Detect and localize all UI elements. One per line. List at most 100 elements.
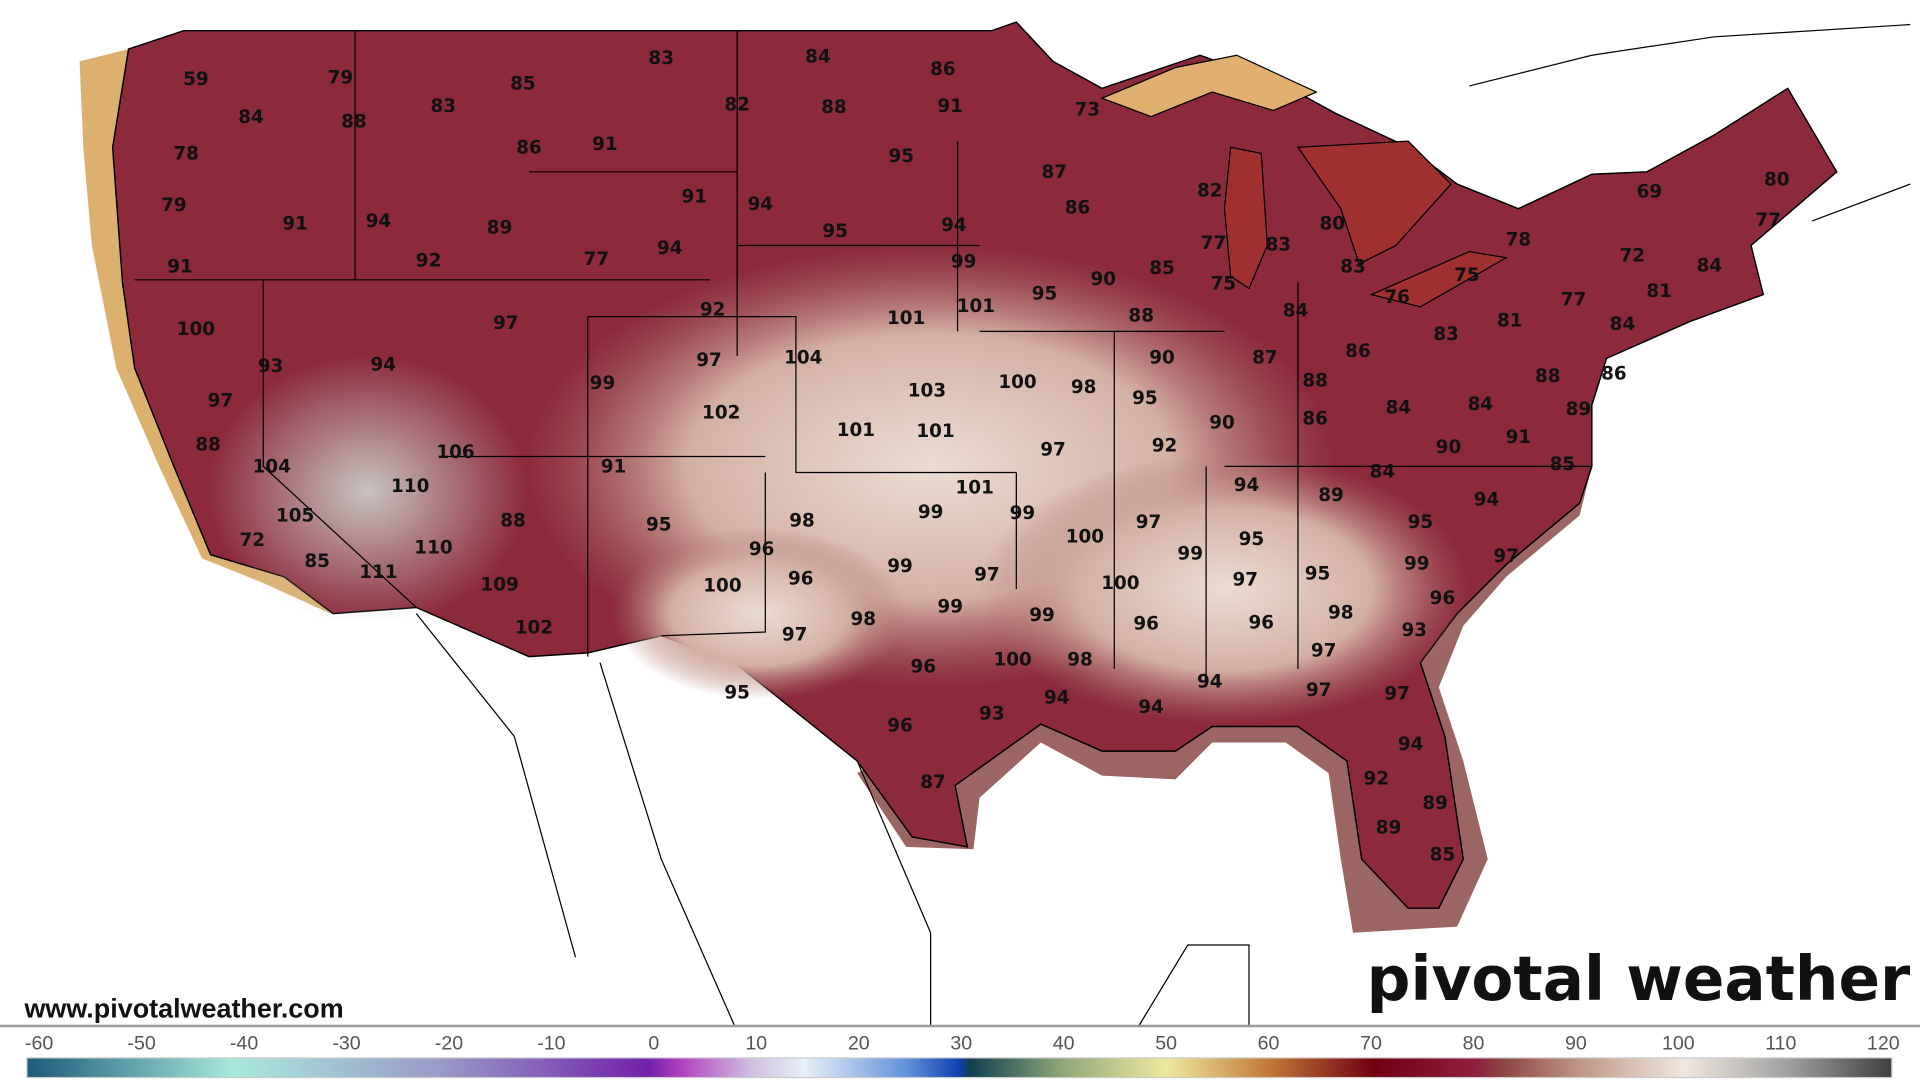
- colorbar-tick-label: 90: [1565, 1032, 1587, 1054]
- temperature-label: 99: [887, 556, 913, 577]
- temperature-label: 87: [1252, 347, 1278, 368]
- temperature-label: 93: [258, 356, 284, 377]
- temperature-label: 84: [805, 47, 831, 68]
- temperature-label: 97: [208, 390, 234, 411]
- temperature-label: 103: [908, 380, 946, 401]
- temperature-label: 94: [1197, 671, 1223, 692]
- temperature-label: 97: [1136, 512, 1162, 533]
- temperature-label: 84: [1370, 461, 1396, 482]
- temperature-label: 92: [1152, 436, 1178, 457]
- temperature-label: 99: [937, 596, 963, 617]
- temperature-label: 90: [1436, 437, 1462, 458]
- lake-huron: [1296, 140, 1452, 265]
- temperature-label: 75: [1210, 274, 1236, 295]
- temperature-label: 94: [366, 211, 392, 232]
- temperature-label: 93: [1402, 620, 1428, 641]
- temperature-label: 109: [480, 574, 518, 595]
- hot-region-texas: [612, 527, 907, 700]
- site-url[interactable]: www.pivotalweather.com: [23, 993, 343, 1023]
- temperature-label: 90: [1090, 269, 1116, 290]
- temperature-label: 89: [1318, 485, 1344, 506]
- temperature-label: 92: [416, 250, 442, 271]
- temperature-label: 97: [696, 350, 722, 371]
- colorbar-tick-label: 30: [950, 1032, 972, 1054]
- temperature-label: 72: [1619, 245, 1645, 266]
- temperature-label: 77: [1561, 290, 1587, 311]
- temperature-label: 77: [1755, 210, 1781, 231]
- hot-region-south: [979, 454, 1470, 725]
- temperature-label: 91: [601, 457, 627, 478]
- colorbar: [26, 1057, 1893, 1079]
- temperature-label: 96: [910, 657, 936, 678]
- temperature-label: 95: [1305, 563, 1331, 584]
- temperature-label: 94: [657, 238, 683, 259]
- temperature-label: 84: [1283, 301, 1309, 322]
- temperature-label: 85: [510, 74, 536, 95]
- colorbar-tick-label: 100: [1662, 1032, 1695, 1054]
- temperature-label: 96: [1248, 612, 1274, 633]
- temperature-label: 88: [341, 112, 367, 133]
- colorbar-tick-label: 80: [1463, 1032, 1485, 1054]
- temperature-label: 94: [1234, 475, 1260, 496]
- temperature-label: 59: [183, 69, 209, 90]
- temperature-label: 94: [370, 355, 396, 376]
- temperature-label: 89: [487, 217, 513, 238]
- temperature-label: 82: [724, 95, 750, 116]
- colorbar-tick-label: 70: [1360, 1032, 1382, 1054]
- temperature-label: 86: [516, 137, 542, 158]
- temperature-labels: 59 79 83 84 86 85 83 82 88 91 84 88 78 86 91 95 73 87 79 91…: [161, 47, 1789, 866]
- temperature-label: 97: [493, 313, 519, 334]
- colorbar-tick-label: -20: [435, 1032, 463, 1054]
- temperature-label: 85: [304, 551, 330, 572]
- temperature-label: 86: [1345, 341, 1371, 362]
- temperature-label: 95: [1408, 512, 1434, 533]
- temperature-label: 91: [282, 214, 308, 235]
- temperature-label: 96: [749, 539, 775, 560]
- temperature-label: 84: [1386, 398, 1412, 419]
- colorbar-ticks: -60 -50 -40 -30 -20 -10 0 10 20 30 40 50 60 70 80 90 100…: [25, 1032, 1900, 1054]
- temperature-label: 88: [1535, 366, 1561, 387]
- temperature-label: 88: [195, 434, 221, 455]
- temperature-label: 97: [1040, 439, 1066, 460]
- temperature-label: 87: [920, 772, 946, 793]
- temperature-label: 83: [430, 96, 456, 117]
- lake-superior: [1100, 54, 1318, 118]
- temperature-label: 88: [500, 511, 526, 532]
- temperature-label: 87: [1042, 162, 1068, 183]
- temperature-label: 86: [1065, 198, 1091, 219]
- temperature-label: 90: [1149, 347, 1175, 368]
- temperature-label: 80: [1319, 214, 1345, 235]
- temperature-label: 75: [1454, 265, 1480, 286]
- colorbar-tick-label: -30: [332, 1032, 360, 1054]
- temperature-label: 99: [951, 252, 977, 273]
- neighbor-borders: [415, 23, 1911, 1027]
- temperature-label: 94: [1398, 734, 1424, 755]
- temperature-label: 94: [1044, 687, 1070, 708]
- temperature-label: 83: [648, 48, 674, 69]
- temperature-label: 98: [1328, 603, 1354, 624]
- temperature-label: 100: [177, 319, 215, 340]
- temperature-label: 79: [328, 68, 354, 89]
- colorbar-tick-label: -40: [230, 1032, 258, 1054]
- temperature-label: 96: [1430, 588, 1456, 609]
- temperature-label: 95: [822, 221, 848, 242]
- temperature-label: 86: [1601, 363, 1627, 384]
- temperature-label: 77: [584, 249, 610, 270]
- temperature-label: 111: [359, 562, 397, 583]
- temperature-label: 100: [703, 576, 741, 597]
- temperature-label: 100: [1101, 573, 1139, 594]
- temperature-label: 99: [1010, 503, 1036, 524]
- temperature-label: 95: [1132, 388, 1158, 409]
- temperature-label: 95: [1032, 284, 1058, 305]
- temperature-label: 73: [1075, 99, 1101, 120]
- temperature-label: 83: [1266, 234, 1292, 255]
- temperature-label: 104: [784, 347, 822, 368]
- temperature-label: 99: [590, 373, 616, 394]
- temperature-label: 95: [724, 682, 750, 703]
- temperature-label: 96: [887, 716, 913, 737]
- pivotal-weather-logo: pivotal weather: [1367, 944, 1911, 1015]
- temperature-label: 91: [682, 187, 708, 208]
- temperature-label: 93: [979, 703, 1005, 724]
- lake-michigan: [1223, 146, 1268, 290]
